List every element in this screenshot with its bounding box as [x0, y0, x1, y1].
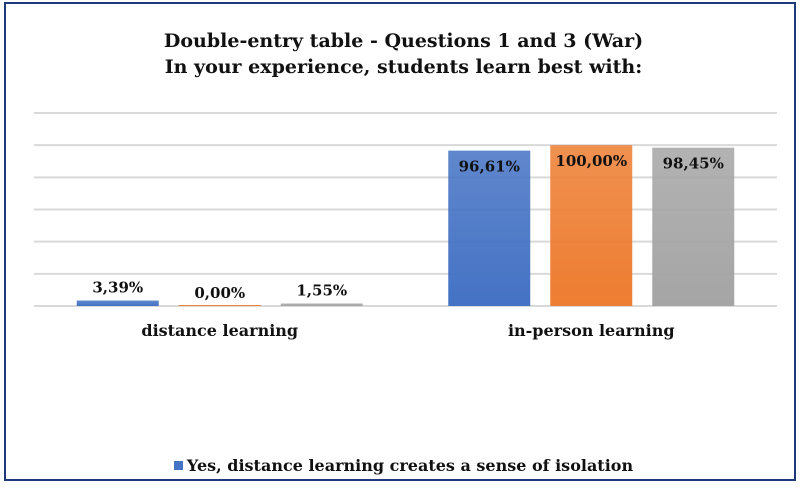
chart-subtitle: In your experience, students learn best … — [164, 56, 643, 78]
category-label: in-person learning — [508, 321, 675, 340]
bar — [550, 145, 633, 306]
data-label: 96,61% — [459, 158, 520, 176]
data-label: 98,45% — [663, 155, 724, 173]
data-label: 1,55% — [296, 282, 347, 300]
chart-title: Double-entry table - Questions 1 and 3 (… — [163, 30, 644, 52]
data-label: 100,00% — [555, 152, 627, 170]
bar — [178, 305, 261, 306]
legend: Yes, distance learning creates a sense o… — [0, 456, 807, 475]
bar — [652, 147, 735, 306]
bar — [280, 303, 363, 306]
category-label: distance learning — [141, 321, 298, 340]
chart-frame — [4, 2, 796, 481]
data-label: 0,00% — [194, 284, 245, 302]
legend-label: Yes, distance learning creates a sense o… — [186, 456, 634, 475]
bar — [76, 300, 159, 306]
bar — [448, 150, 531, 306]
data-label: 3,39% — [92, 279, 143, 297]
legend-swatch — [173, 461, 183, 470]
